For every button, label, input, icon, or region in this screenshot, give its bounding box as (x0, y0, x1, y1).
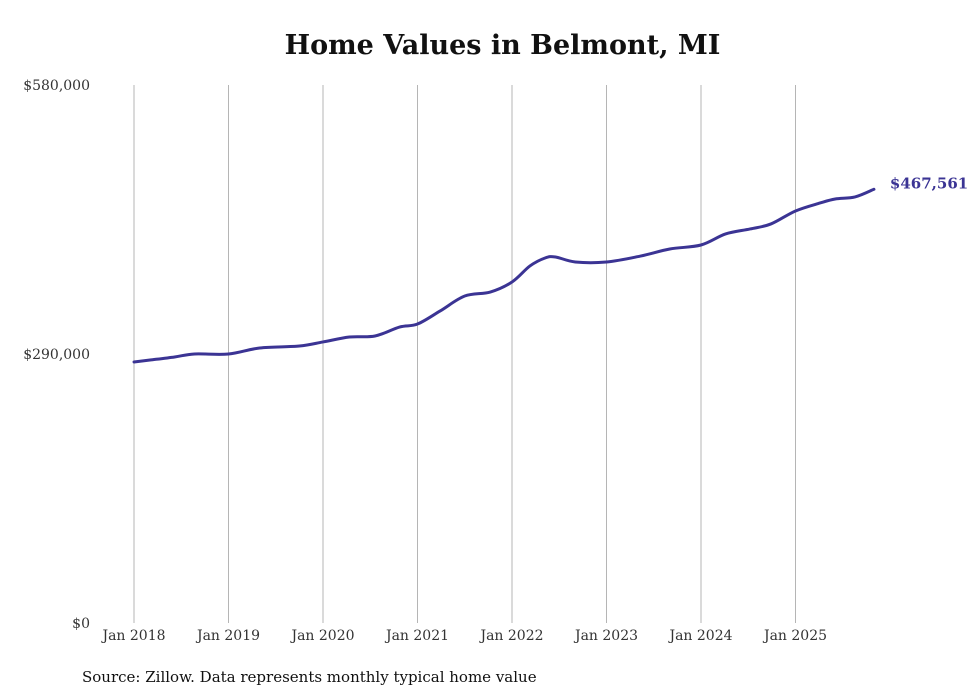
home-value-line (132, 187, 876, 364)
x-tick-label: Jan 2024 (667, 628, 732, 644)
x-tick-label: Jan 2018 (100, 628, 165, 644)
x-tick-label: Jan 2021 (384, 628, 449, 644)
x-tick-label: Jan 2023 (573, 628, 638, 644)
y-tick-label: $580,000 (23, 78, 90, 94)
y-tick-label: $0 (72, 616, 90, 632)
source-note: Source: Zillow. Data represents monthly … (82, 668, 537, 686)
x-tick-label: Jan 2022 (478, 628, 543, 644)
x-tick-label: Jan 2020 (289, 628, 354, 644)
x-tick-label: Jan 2019 (195, 628, 260, 644)
end-value-label: $467,561 (890, 174, 968, 192)
y-tick-label: $290,000 (23, 347, 90, 363)
chart-title: Home Values in Belmont, MI (284, 30, 721, 61)
x-tick-label: Jan 2025 (762, 628, 827, 644)
